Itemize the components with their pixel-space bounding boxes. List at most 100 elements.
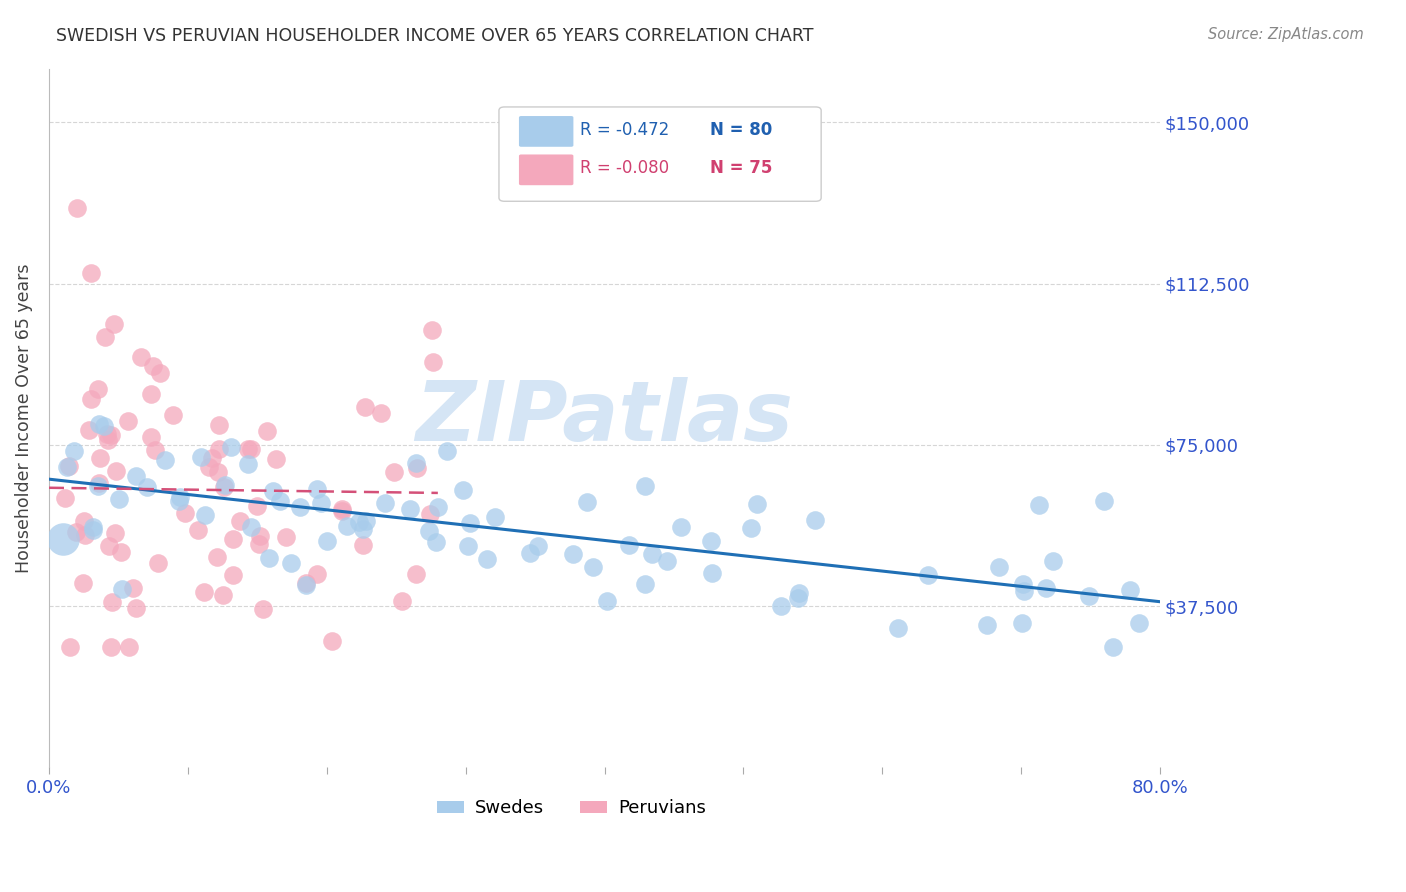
Point (1092, 494, 1115, 508)
Point (581, 560, 603, 574)
Point (228, 514, 250, 528)
Point (141, 386, 163, 401)
Point (477, 552, 499, 566)
Point (80, 392, 103, 406)
Point (458, 516, 481, 530)
Point (1011, 577, 1033, 591)
Point (214, 477, 236, 491)
Point (976, 618, 998, 632)
Point (249, 528, 271, 542)
Point (288, 500, 311, 514)
Point (110, 545, 132, 559)
Point (98, 539, 121, 553)
Point (212, 588, 235, 602)
Point (262, 484, 284, 499)
Point (200, 450, 222, 465)
Point (59, 640, 82, 654)
Point (208, 442, 231, 456)
Point (405, 566, 427, 581)
Point (246, 500, 269, 514)
Point (111, 582, 134, 596)
Point (174, 506, 197, 520)
Point (352, 538, 374, 552)
Point (740, 521, 762, 535)
Point (162, 409, 184, 423)
Point (240, 442, 263, 457)
Point (125, 469, 148, 483)
Point (484, 510, 506, 524)
Point (93, 418, 115, 433)
Point (97, 433, 120, 447)
Point (122, 582, 145, 596)
Point (418, 524, 440, 538)
Point (786, 591, 808, 605)
Point (53, 491, 76, 505)
Point (634, 577, 657, 591)
Point (89, 451, 111, 466)
Point (222, 568, 245, 582)
Point (100, 427, 122, 442)
Point (699, 534, 721, 549)
Point (266, 451, 288, 466)
Point (305, 482, 328, 496)
Point (419, 507, 441, 521)
Point (1028, 498, 1050, 512)
Point (100, 595, 122, 609)
Point (436, 443, 458, 458)
Point (87, 382, 110, 396)
Point (252, 601, 274, 615)
Point (575, 494, 598, 508)
Point (187, 523, 209, 537)
FancyBboxPatch shape (499, 107, 821, 202)
Point (420, 322, 443, 336)
Point (294, 577, 316, 591)
Point (96, 427, 118, 442)
Point (382, 466, 405, 480)
Point (82, 524, 104, 538)
Point (193, 584, 215, 599)
Point (295, 576, 318, 591)
Point (330, 503, 353, 517)
FancyBboxPatch shape (519, 116, 574, 147)
Text: R = -0.472: R = -0.472 (581, 121, 669, 139)
Point (887, 621, 910, 635)
Point (238, 442, 260, 456)
Point (373, 496, 395, 510)
Point (58, 459, 80, 474)
Point (82, 520, 104, 534)
Point (143, 443, 166, 458)
Point (399, 502, 422, 516)
Point (633, 478, 655, 492)
Point (641, 547, 664, 561)
Point (93, 330, 115, 344)
Point (451, 483, 474, 497)
Point (77, 423, 100, 437)
Point (787, 586, 810, 600)
Y-axis label: Householder Income Over 65 years: Householder Income Over 65 years (15, 263, 32, 573)
Point (1035, 581, 1057, 595)
Point (207, 465, 229, 479)
Point (56, 460, 79, 475)
Point (700, 566, 723, 580)
Point (212, 480, 235, 494)
FancyBboxPatch shape (519, 154, 574, 186)
Point (169, 490, 191, 504)
Point (426, 500, 449, 514)
Point (617, 538, 640, 552)
Text: Source: ZipAtlas.com: Source: ZipAtlas.com (1208, 27, 1364, 42)
Point (146, 556, 169, 570)
Point (315, 534, 337, 549)
Point (194, 508, 217, 522)
Point (422, 355, 444, 369)
Point (198, 459, 221, 474)
Point (280, 556, 302, 570)
Text: N = 75: N = 75 (710, 160, 772, 178)
Point (87, 476, 110, 491)
Point (66, 201, 89, 215)
Point (354, 514, 377, 528)
Point (87, 417, 110, 431)
Point (804, 513, 827, 527)
Point (87, 479, 110, 493)
Point (1011, 616, 1033, 631)
Point (405, 456, 427, 470)
